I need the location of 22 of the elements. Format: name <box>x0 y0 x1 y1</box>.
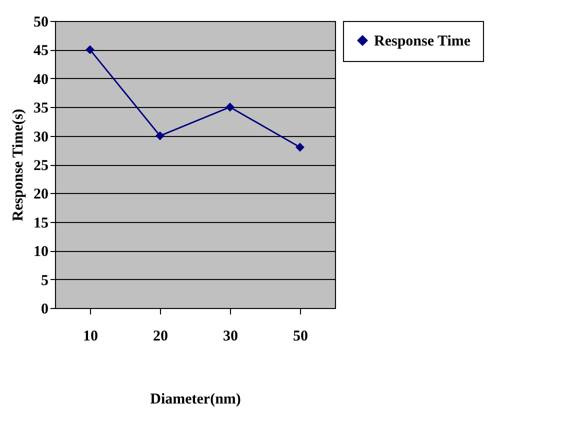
point <box>226 102 234 112</box>
x-tick-label: 20 <box>153 328 168 344</box>
point <box>156 131 164 140</box>
x-tick-label: 50 <box>293 328 308 344</box>
y-tick-label: 50 <box>34 14 48 30</box>
y-tick-label: 5 <box>41 272 48 289</box>
y-tick-label: 0 <box>41 302 48 318</box>
x-tick-label: 30 <box>223 328 238 344</box>
y-axis-title: Response Time(s) <box>10 108 26 222</box>
y-tick-label: 15 <box>34 215 48 232</box>
x-tick-label: 10 <box>83 328 98 344</box>
y-tick-label: 45 <box>34 43 48 60</box>
y-tick-label: 10 <box>34 244 48 260</box>
y-tick-label: 25 <box>34 158 48 174</box>
point <box>86 45 94 54</box>
point <box>296 142 304 152</box>
y-tick-label: 40 <box>34 72 48 88</box>
y-tick-label: 30 <box>34 129 48 146</box>
x-axis-title: Diameter(nm) <box>150 392 241 408</box>
y-tick-label: 20 <box>34 186 48 203</box>
y-tick-label: 35 <box>34 100 48 117</box>
legend-label: Response Time <box>374 34 471 50</box>
